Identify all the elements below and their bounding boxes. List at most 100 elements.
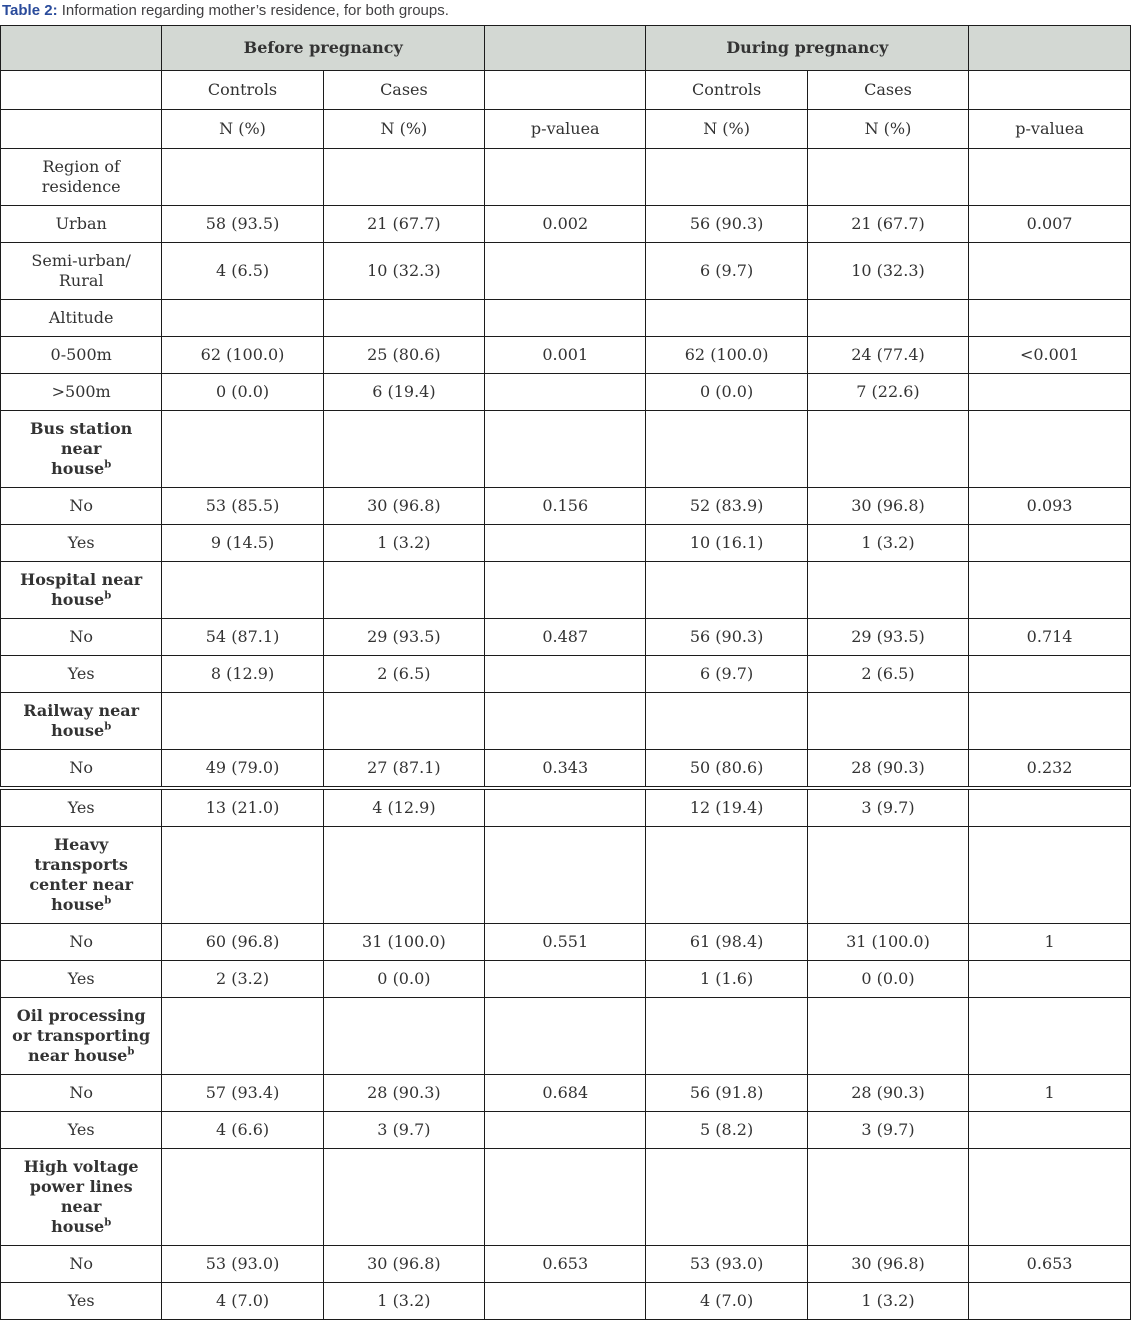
empty-header-cell	[0, 109, 163, 149]
p-value-cell	[484, 373, 647, 411]
value-cell: 21 (67.7)	[806, 205, 970, 243]
p-value-cell	[968, 148, 1131, 206]
row-label-cell: Yes	[0, 789, 163, 827]
value-cell	[806, 997, 970, 1075]
value-cell	[161, 1148, 324, 1246]
subheader-cell: Cases	[322, 70, 486, 110]
measure-header-cell: N (%)	[806, 109, 970, 149]
data-row: Yes 2 (3.2) 0 (0.0) 1 (1.6) 0 (0.0)	[0, 960, 1131, 998]
value-cell	[322, 299, 486, 337]
p-value-cell	[968, 960, 1131, 998]
value-cell: 12 (19.4)	[645, 789, 808, 827]
value-cell: 0 (0.0)	[806, 960, 970, 998]
empty-header-cell	[0, 70, 163, 110]
data-row: No 49 (79.0) 27 (87.1) 0.343 50 (80.6) 28 (90…	[0, 749, 1131, 787]
empty-header-cell	[968, 25, 1131, 71]
p-value-cell	[484, 561, 647, 619]
data-row: Semi-urban/ Rural 4 (6.5) 10 (32.3) 6 (9.7)…	[0, 242, 1131, 300]
data-row: Region of residence	[0, 148, 1131, 206]
p-value-cell: 0.653	[968, 1245, 1131, 1283]
p-value-cell: 0.343	[484, 749, 647, 787]
value-cell: 57 (93.4)	[161, 1074, 324, 1112]
footnote-marker: b	[104, 590, 112, 602]
empty-header-cell	[484, 70, 647, 110]
section-row: Heavy transports center near houseb	[0, 826, 1131, 924]
p-value-cell	[968, 1148, 1131, 1246]
value-cell: 1 (3.2)	[322, 524, 486, 562]
p-value-cell	[484, 1282, 647, 1320]
value-cell	[806, 299, 970, 337]
data-row: Urban 58 (93.5) 21 (67.7) 0.002 56 (90.3) 21 …	[0, 205, 1131, 243]
value-cell: 5 (8.2)	[645, 1111, 808, 1149]
row-label-cell: Yes	[0, 960, 163, 998]
value-cell: 2 (6.5)	[322, 655, 486, 693]
p-value-cell	[968, 410, 1131, 488]
row-label-cell: No	[0, 749, 163, 787]
value-cell: 3 (9.7)	[806, 1111, 970, 1149]
p-value-cell: 1	[968, 1074, 1131, 1112]
data-row: No 54 (87.1) 29 (93.5) 0.487 56 (90.3) 29 (93…	[0, 618, 1131, 656]
footnote-marker: b	[104, 721, 112, 733]
value-cell: 9 (14.5)	[161, 524, 324, 562]
measure-header-cell: N (%)	[322, 109, 486, 149]
p-value-cell	[484, 1148, 647, 1246]
residence-table-part-1: Before pregnancy During pregnancy Controls…	[0, 25, 1131, 787]
measure-header-cell: p-valuea	[484, 109, 647, 149]
table-body-part-2: Yes 13 (21.0) 4 (12.9) 12 (19.4) 3 (9.7) Heav…	[0, 789, 1131, 1320]
footnote-marker: b	[104, 895, 112, 907]
p-value-cell: 0.156	[484, 487, 647, 525]
table-caption: Table 2: Information regarding mother’s …	[0, 0, 1131, 25]
value-cell	[645, 148, 808, 206]
value-cell: 60 (96.8)	[161, 923, 324, 961]
p-value-cell	[484, 789, 647, 827]
p-value-cell	[968, 692, 1131, 750]
value-cell: 1 (3.2)	[322, 1282, 486, 1320]
table-caption-text: Information regarding mother’s residence…	[57, 2, 449, 19]
footnote-marker: b	[127, 1046, 135, 1058]
row-label-cell: Yes	[0, 655, 163, 693]
data-row: Yes 4 (7.0) 1 (3.2) 4 (7.0) 1 (3.2)	[0, 1282, 1131, 1320]
empty-header-cell	[0, 25, 163, 71]
value-cell: 62 (100.0)	[161, 336, 324, 374]
value-cell	[161, 299, 324, 337]
value-cell	[161, 692, 324, 750]
value-cell	[645, 692, 808, 750]
value-cell	[322, 692, 486, 750]
value-cell	[322, 410, 486, 488]
value-cell	[645, 1148, 808, 1246]
value-cell: 53 (85.5)	[161, 487, 324, 525]
p-value-cell	[484, 299, 647, 337]
value-cell	[161, 410, 324, 488]
p-value-cell: 1	[968, 923, 1131, 961]
value-cell: 31 (100.0)	[322, 923, 486, 961]
p-value-cell: <0.001	[968, 336, 1131, 374]
value-cell	[161, 826, 324, 924]
footnote-marker: b	[104, 1217, 112, 1229]
row-label-cell: No	[0, 487, 163, 525]
value-cell: 4 (6.6)	[161, 1111, 324, 1149]
p-value-cell: 0.007	[968, 205, 1131, 243]
row-label-cell: Yes	[0, 1282, 163, 1320]
value-cell: 10 (32.3)	[322, 242, 486, 300]
value-cell: 61 (98.4)	[645, 923, 808, 961]
value-cell: 4 (6.5)	[161, 242, 324, 300]
value-cell: 6 (9.7)	[645, 242, 808, 300]
row-label-cell: >500m	[0, 373, 163, 411]
p-value-cell	[968, 1111, 1131, 1149]
value-cell: 6 (9.7)	[645, 655, 808, 693]
p-value-cell: 0.653	[484, 1245, 647, 1283]
p-value-cell	[968, 373, 1131, 411]
p-value-cell: 0.093	[968, 487, 1131, 525]
row-label-cell: Bus station near houseb	[0, 410, 163, 488]
value-cell: 29 (93.5)	[806, 618, 970, 656]
value-cell: 4 (7.0)	[161, 1282, 324, 1320]
row-label-cell: Yes	[0, 1111, 163, 1149]
p-value-cell: 0.714	[968, 618, 1131, 656]
value-cell: 4 (12.9)	[322, 789, 486, 827]
p-value-cell	[968, 789, 1131, 827]
data-row: Yes 4 (6.6) 3 (9.7) 5 (8.2) 3 (9.7)	[0, 1111, 1131, 1149]
value-cell: 30 (96.8)	[806, 1245, 970, 1283]
value-cell: 30 (96.8)	[322, 1245, 486, 1283]
value-cell: 3 (9.7)	[806, 789, 970, 827]
